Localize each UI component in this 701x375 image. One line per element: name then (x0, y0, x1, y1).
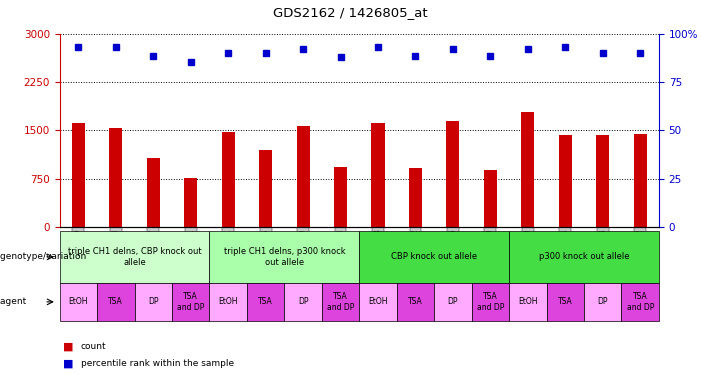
Text: ■: ■ (63, 342, 74, 352)
Bar (409, 168, 422, 227)
Text: triple CH1 delns, CBP knock out
allele: triple CH1 delns, CBP knock out allele (68, 247, 201, 267)
Bar (109, 128, 123, 227)
Text: count: count (81, 342, 107, 351)
Bar (447, 121, 459, 227)
Bar (559, 135, 572, 227)
Bar (522, 112, 534, 227)
Text: genotype/variation: genotype/variation (0, 252, 92, 261)
Text: triple CH1 delns, p300 knock
out allele: triple CH1 delns, p300 knock out allele (224, 247, 345, 267)
Bar (334, 167, 347, 227)
Bar (372, 123, 385, 227)
Text: GDS2162 / 1426805_at: GDS2162 / 1426805_at (273, 6, 428, 19)
Text: DP: DP (148, 297, 158, 306)
Bar (147, 158, 160, 227)
Text: TSA: TSA (558, 297, 573, 306)
Text: agent: agent (0, 297, 32, 306)
Bar (259, 150, 272, 227)
Bar (72, 123, 85, 227)
Text: TSA
and DP: TSA and DP (177, 292, 205, 312)
Text: EtOH: EtOH (368, 297, 388, 306)
Text: EtOH: EtOH (69, 297, 88, 306)
Text: TSA: TSA (408, 297, 423, 306)
Bar (184, 178, 197, 227)
Text: DP: DP (448, 297, 458, 306)
Bar (484, 170, 497, 227)
Text: CBP knock out allele: CBP knock out allele (391, 252, 477, 261)
Bar (297, 126, 310, 227)
Text: p300 knock out allele: p300 knock out allele (539, 252, 629, 261)
Bar (222, 132, 235, 227)
Text: TSA
and DP: TSA and DP (327, 292, 354, 312)
Bar (596, 135, 609, 227)
Bar (634, 134, 647, 227)
Text: TSA: TSA (258, 297, 273, 306)
Text: TSA: TSA (109, 297, 123, 306)
Text: DP: DP (597, 297, 608, 306)
Text: EtOH: EtOH (219, 297, 238, 306)
Text: TSA
and DP: TSA and DP (477, 292, 504, 312)
Text: percentile rank within the sample: percentile rank within the sample (81, 359, 233, 368)
Text: ■: ■ (63, 359, 74, 369)
Text: TSA
and DP: TSA and DP (627, 292, 654, 312)
Text: DP: DP (298, 297, 308, 306)
Text: EtOH: EtOH (518, 297, 538, 306)
